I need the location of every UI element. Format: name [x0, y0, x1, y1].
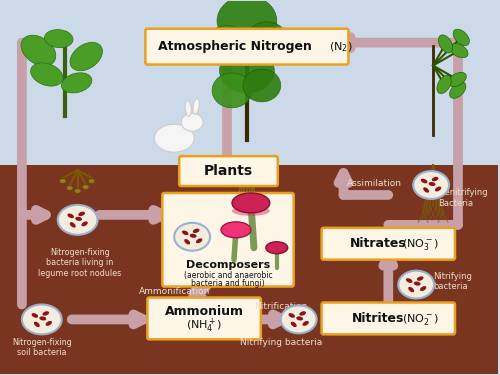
Ellipse shape [432, 177, 438, 181]
Ellipse shape [212, 73, 252, 108]
Ellipse shape [220, 48, 274, 93]
Text: Assimilation: Assimilation [346, 178, 402, 188]
Ellipse shape [414, 282, 420, 286]
FancyBboxPatch shape [146, 29, 348, 64]
Ellipse shape [193, 99, 200, 114]
Ellipse shape [88, 178, 95, 183]
Ellipse shape [174, 223, 210, 251]
Ellipse shape [300, 311, 306, 316]
Ellipse shape [448, 72, 466, 87]
Text: (aerobic and anaerobic: (aerobic and anaerobic [184, 271, 272, 280]
Ellipse shape [68, 213, 74, 218]
Ellipse shape [66, 186, 73, 190]
Ellipse shape [406, 278, 412, 283]
Ellipse shape [413, 171, 449, 199]
Text: Nitrogen-fixing
bacteria living in
legume root nodules: Nitrogen-fixing bacteria living in legum… [38, 248, 121, 278]
Text: (NO$_2^-$): (NO$_2^-$) [402, 312, 438, 327]
Ellipse shape [22, 304, 62, 334]
Ellipse shape [204, 26, 250, 66]
Ellipse shape [266, 242, 287, 254]
Ellipse shape [58, 205, 98, 235]
Ellipse shape [154, 124, 194, 152]
Text: Nitrites: Nitrites [352, 312, 405, 325]
Ellipse shape [78, 211, 85, 216]
Ellipse shape [420, 286, 426, 291]
Text: Nitrogen-fixing
soil bacteria: Nitrogen-fixing soil bacteria [12, 338, 72, 357]
Text: Nitrification: Nitrification [254, 302, 308, 311]
Ellipse shape [217, 0, 277, 46]
Ellipse shape [40, 316, 46, 321]
Ellipse shape [291, 322, 296, 327]
Ellipse shape [437, 75, 451, 94]
Text: Nitrifying
bacteria: Nitrifying bacteria [433, 272, 472, 291]
Ellipse shape [232, 193, 270, 213]
Ellipse shape [281, 306, 316, 333]
Text: (NH$_4^+$): (NH$_4^+$) [186, 316, 222, 334]
Ellipse shape [435, 186, 442, 192]
FancyBboxPatch shape [322, 228, 455, 260]
Text: Ammonification: Ammonification [138, 287, 210, 296]
Ellipse shape [82, 184, 89, 189]
Ellipse shape [421, 179, 428, 183]
Ellipse shape [181, 113, 203, 131]
Ellipse shape [182, 231, 188, 235]
Ellipse shape [288, 313, 295, 318]
Ellipse shape [417, 276, 424, 281]
Text: Atmospheric Nitrogen: Atmospheric Nitrogen [158, 40, 312, 53]
Ellipse shape [62, 73, 92, 93]
Ellipse shape [59, 178, 66, 183]
FancyBboxPatch shape [162, 193, 294, 286]
Text: Plants: Plants [204, 164, 253, 178]
Ellipse shape [184, 239, 190, 244]
FancyBboxPatch shape [148, 297, 261, 339]
Ellipse shape [302, 321, 309, 326]
Text: (NO$_3^-$): (NO$_3^-$) [402, 237, 438, 252]
Ellipse shape [42, 311, 49, 316]
Text: (N$_2$): (N$_2$) [328, 41, 352, 54]
Ellipse shape [438, 35, 452, 53]
Ellipse shape [193, 229, 200, 233]
Ellipse shape [296, 316, 303, 321]
Ellipse shape [75, 217, 82, 221]
Bar [0, 165, 498, 374]
Ellipse shape [428, 182, 436, 186]
Text: Nitrates: Nitrates [350, 237, 406, 250]
FancyBboxPatch shape [322, 303, 455, 334]
Ellipse shape [453, 29, 469, 46]
Ellipse shape [44, 30, 73, 48]
Ellipse shape [450, 82, 466, 98]
Ellipse shape [82, 221, 88, 226]
Ellipse shape [70, 222, 75, 228]
Ellipse shape [196, 238, 202, 243]
Ellipse shape [185, 100, 191, 116]
FancyBboxPatch shape [179, 156, 278, 186]
Text: Ammonium: Ammonium [164, 305, 244, 318]
Ellipse shape [243, 69, 281, 102]
Ellipse shape [190, 234, 196, 238]
Ellipse shape [246, 22, 288, 60]
Ellipse shape [398, 271, 434, 298]
Text: Denitrifying
Bacteria: Denitrifying Bacteria [438, 188, 488, 208]
Ellipse shape [74, 189, 81, 194]
Text: Nitrifying bacteria: Nitrifying bacteria [240, 338, 322, 347]
Ellipse shape [46, 321, 52, 326]
Ellipse shape [408, 287, 414, 292]
Ellipse shape [32, 313, 38, 318]
Ellipse shape [21, 35, 56, 66]
Ellipse shape [70, 42, 102, 71]
Ellipse shape [450, 44, 468, 58]
Ellipse shape [30, 63, 63, 86]
Ellipse shape [232, 206, 270, 216]
Ellipse shape [423, 187, 429, 193]
Ellipse shape [34, 322, 40, 327]
Text: bacteria and fungi): bacteria and fungi) [191, 279, 265, 288]
Text: Decomposers: Decomposers [186, 260, 270, 270]
Ellipse shape [221, 222, 251, 238]
